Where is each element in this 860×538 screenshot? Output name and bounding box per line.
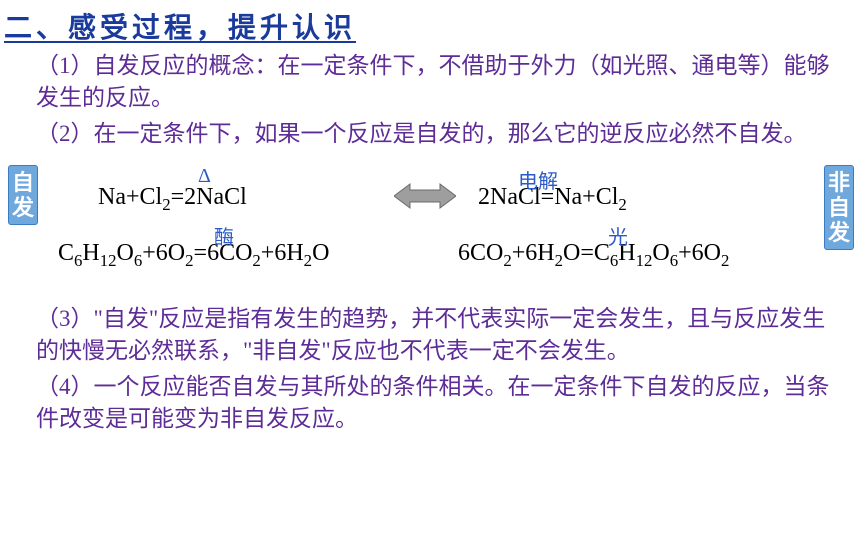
equation-left-1-annotation: Δ: [198, 165, 211, 188]
equations-left-column: Δ Na+Cl2=2NaCl 酶 C6H12O6+6O2=6CO2+6H2O: [58, 163, 398, 275]
badge-spontaneous: 自发: [8, 165, 38, 226]
equations-right-column: 电解 2NaCl=Na+Cl2 光 6CO2+6H2O=C6H12O6+6O2: [458, 163, 828, 275]
equation-right-2-formula: 6CO2+6H2O=C6H12O6+6O2: [458, 240, 729, 271]
paragraph-4: （4）一个反应能否自发与其所处的条件相关。在一定条件下自发的反应，当条件改变是可…: [0, 369, 860, 437]
equation-left-2: 酶 C6H12O6+6O2=6CO2+6H2O: [58, 219, 398, 275]
paragraph-3: （3）"自发"反应是指有发生的趋势，并不代表实际一定会发生，且与反应发生的快慢无…: [0, 301, 860, 369]
equations-region: 自发 非自发 Δ Na+Cl2=2NaCl 酶 C6H12O6+6O2=6CO2…: [0, 163, 860, 293]
equation-right-1: 电解 2NaCl=Na+Cl2: [458, 163, 828, 219]
section-title: 二、感受过程，提升认识: [0, 0, 860, 48]
badge-non-spontaneous: 非自发: [824, 165, 854, 251]
paragraph-1: （1）自发反应的概念：在一定条件下，不借助于外力（如光照、通电等）能够发生的反应…: [0, 48, 860, 116]
double-arrow-icon: [394, 181, 456, 211]
equation-right-1-annotation: 电解: [518, 165, 558, 194]
equation-right-2: 光 6CO2+6H2O=C6H12O6+6O2: [458, 219, 828, 275]
equation-left-1: Δ Na+Cl2=2NaCl: [58, 163, 398, 219]
equation-left-2-annotation: 酶: [214, 221, 234, 250]
equation-left-1-formula: Na+Cl2=2NaCl: [58, 184, 247, 215]
double-arrow-shape: [394, 184, 456, 208]
paragraph-2: （2）在一定条件下，如果一个反应是自发的，那么它的逆反应必然不自发。: [0, 116, 860, 152]
equation-left-2-formula: C6H12O6+6O2=6CO2+6H2O: [58, 240, 329, 271]
equation-right-2-annotation: 光: [608, 221, 628, 250]
